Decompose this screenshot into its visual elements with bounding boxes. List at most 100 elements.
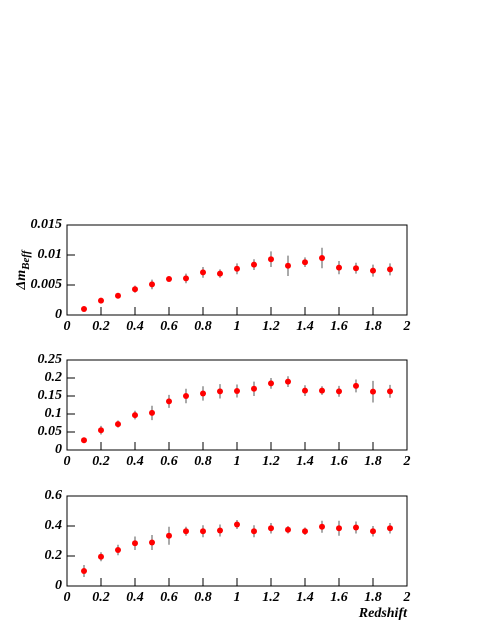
- y-axis-label-sub: Beff: [20, 249, 32, 271]
- data-point: [251, 261, 257, 268]
- data-point: [115, 421, 121, 428]
- data-point: [268, 256, 274, 263]
- x-tick-label: 1: [234, 454, 241, 469]
- x-tick-label: 0.6: [160, 590, 178, 605]
- data-point: [132, 412, 138, 419]
- y-tick-label: 0: [55, 578, 62, 593]
- x-tick-label: 1.2: [262, 454, 280, 469]
- x-tick-label: 1.6: [330, 454, 348, 469]
- data-point: [387, 266, 393, 273]
- data-point: [336, 264, 342, 271]
- data-point: [353, 265, 359, 272]
- x-axis-label: Redshift: [358, 606, 408, 621]
- x-tick-label: 2: [403, 454, 411, 469]
- data-point: [166, 276, 172, 282]
- x-tick-label: 2: [403, 590, 411, 605]
- x-tick-label: 0.8: [194, 590, 212, 605]
- x-tick-label: 0.2: [92, 319, 110, 334]
- x-tick-label: 2: [403, 319, 411, 334]
- data-point: [285, 378, 291, 385]
- data-point: [370, 388, 376, 395]
- y-tick-label: 0.15: [38, 388, 63, 403]
- data-point: [268, 525, 274, 532]
- data-point: [149, 409, 155, 416]
- data-point: [251, 385, 257, 392]
- data-point: [217, 270, 223, 277]
- data-point: [353, 382, 359, 389]
- data-point: [234, 387, 240, 394]
- y-tick-label: 0: [55, 442, 62, 457]
- data-point: [81, 437, 87, 444]
- data-point: [98, 553, 104, 560]
- data-point: [149, 539, 155, 546]
- data-point: [200, 269, 206, 276]
- data-point: [149, 281, 155, 288]
- x-tick-label: 0: [64, 319, 71, 334]
- y-axis-label: ΔmBeff: [14, 249, 31, 290]
- data-point: [234, 265, 240, 272]
- x-tick-label: 1.4: [296, 319, 314, 334]
- data-point: [302, 528, 308, 535]
- data-point: [166, 398, 172, 405]
- data-point: [115, 547, 121, 553]
- data-point: [319, 523, 325, 530]
- data-point: [200, 528, 206, 535]
- x-tick-label: 0.6: [160, 319, 178, 334]
- data-point: [268, 380, 274, 387]
- y-tick-label: 0.4: [45, 518, 63, 533]
- x-tick-label: 0.4: [126, 319, 144, 334]
- x-tick-label: 1.6: [330, 590, 348, 605]
- data-point: [132, 286, 138, 293]
- data-point: [387, 388, 393, 395]
- data-point: [319, 387, 325, 394]
- x-tick-label: 0.6: [160, 454, 178, 469]
- x-tick-label: 1.2: [262, 590, 280, 605]
- data-point: [183, 528, 189, 535]
- data-point: [319, 255, 325, 261]
- data-point: [183, 275, 189, 282]
- y-tick-label: 0.6: [45, 488, 63, 503]
- x-tick-label: 1.4: [296, 454, 314, 469]
- y-tick-label: 0.05: [38, 424, 63, 439]
- data-point: [115, 292, 121, 299]
- data-point: [183, 393, 189, 399]
- x-tick-label: 1: [234, 319, 241, 334]
- data-point: [370, 267, 376, 274]
- y-tick-label: 0.01: [38, 247, 63, 262]
- data-point: [251, 528, 257, 535]
- data-point: [81, 306, 87, 312]
- data-point: [234, 521, 240, 528]
- x-tick-label: 0.4: [126, 454, 144, 469]
- y-tick-label: 0: [55, 307, 62, 322]
- x-tick-label: 0: [64, 590, 71, 605]
- data-point: [302, 387, 308, 394]
- data-point: [285, 262, 291, 269]
- y-tick-label: 0.2: [45, 548, 63, 563]
- x-tick-label: 1.8: [364, 319, 382, 334]
- data-point: [200, 390, 206, 397]
- data-point: [353, 524, 359, 531]
- x-tick-label: 1: [234, 590, 241, 605]
- y-tick-label: 0.015: [31, 217, 63, 232]
- data-point: [387, 525, 393, 532]
- y-tick-label: 0.1: [45, 406, 63, 421]
- data-point: [132, 540, 138, 547]
- x-tick-label: 0.4: [126, 590, 144, 605]
- data-point: [81, 568, 87, 574]
- data-point: [336, 525, 342, 532]
- y-tick-label: 0.25: [38, 352, 63, 367]
- data-point: [98, 427, 104, 434]
- y-tick-label: 0.005: [31, 277, 63, 292]
- data-point: [217, 527, 223, 534]
- y-axis-label-main: Δm: [14, 270, 29, 291]
- x-tick-label: 1.4: [296, 590, 314, 605]
- data-point: [285, 526, 291, 533]
- plot-frame: [66, 359, 408, 451]
- data-point: [166, 532, 172, 539]
- x-tick-label: 1.8: [364, 454, 382, 469]
- x-tick-label: 0.8: [194, 319, 212, 334]
- x-tick-label: 0.2: [92, 454, 110, 469]
- x-tick-label: 0: [64, 454, 71, 469]
- data-point: [336, 388, 342, 395]
